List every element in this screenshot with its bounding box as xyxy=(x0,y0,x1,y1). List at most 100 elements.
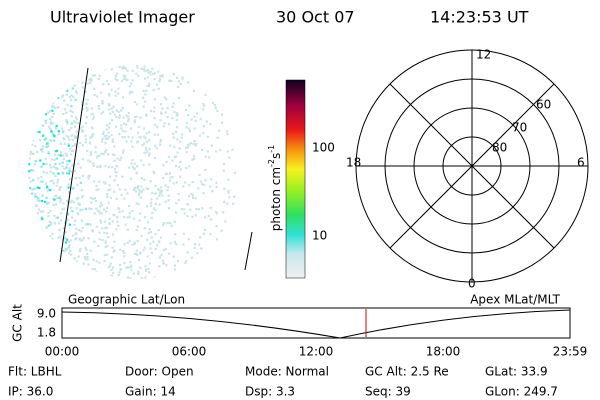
pixel xyxy=(108,108,111,111)
pixel xyxy=(161,107,164,110)
pixel xyxy=(126,241,129,244)
pixel xyxy=(32,111,35,114)
pixel xyxy=(37,199,41,202)
pixel xyxy=(173,220,176,223)
pixel xyxy=(79,166,82,169)
pixel xyxy=(89,160,92,163)
pixel xyxy=(118,133,121,136)
pixel xyxy=(59,142,62,145)
pixel xyxy=(41,145,44,148)
pixel xyxy=(117,207,121,211)
pixel xyxy=(122,149,125,152)
pixel xyxy=(34,100,37,103)
pixel xyxy=(51,237,54,240)
pixel xyxy=(65,120,68,123)
pixel xyxy=(47,111,50,114)
pixel xyxy=(144,100,147,103)
pixel xyxy=(234,68,237,71)
pixel xyxy=(41,147,44,151)
pixel xyxy=(74,177,78,180)
pixel xyxy=(185,126,188,129)
pixel xyxy=(47,257,51,260)
pixel xyxy=(210,144,213,147)
pixel xyxy=(179,160,182,163)
pixel xyxy=(90,79,93,82)
pixel xyxy=(124,188,127,191)
pixel xyxy=(160,189,163,192)
pixel xyxy=(202,132,205,135)
pixel xyxy=(69,148,72,151)
pixel xyxy=(211,101,214,104)
pixel xyxy=(74,233,77,236)
pixel xyxy=(145,89,148,92)
pixel xyxy=(215,185,218,189)
pixel xyxy=(70,153,73,156)
pixel xyxy=(222,80,225,83)
pixel xyxy=(43,80,46,84)
pixel xyxy=(76,198,79,201)
pixel xyxy=(35,92,38,96)
pixel xyxy=(225,130,228,133)
pixel xyxy=(66,256,69,259)
pixel xyxy=(55,124,58,127)
pixel xyxy=(72,200,75,203)
y-axis-label: GC Alt xyxy=(11,304,25,342)
pixel xyxy=(104,137,107,140)
pixel xyxy=(31,135,34,138)
colorbar-tick: 100 xyxy=(312,141,335,155)
pixel xyxy=(47,145,50,148)
pixel xyxy=(49,67,52,70)
pixel xyxy=(129,85,132,88)
pixel xyxy=(46,262,49,265)
pixel xyxy=(33,163,36,166)
pixel xyxy=(32,254,35,257)
pixel xyxy=(42,79,45,82)
pixel xyxy=(89,249,92,252)
pixel xyxy=(87,263,90,266)
pixel xyxy=(75,274,78,277)
title: Ultraviolet Imager xyxy=(50,8,195,27)
pixel xyxy=(187,81,190,84)
pixel xyxy=(122,77,125,80)
pixel xyxy=(117,110,120,113)
pixel xyxy=(66,160,69,163)
pixel xyxy=(154,209,157,212)
pixel xyxy=(30,66,33,69)
pixel xyxy=(153,78,156,81)
pixel xyxy=(171,117,174,120)
pixel xyxy=(81,158,85,161)
pixel xyxy=(232,202,235,205)
pixel xyxy=(109,175,112,178)
pixel xyxy=(135,115,138,118)
pixel xyxy=(30,262,33,266)
pixel xyxy=(204,179,207,182)
pixel xyxy=(148,163,151,166)
pixel xyxy=(40,165,43,168)
pixel xyxy=(57,133,60,136)
pixel xyxy=(106,276,109,279)
pixel xyxy=(97,63,99,65)
pixel xyxy=(105,149,108,152)
pixel xyxy=(52,96,55,99)
pixel xyxy=(96,156,99,159)
pixel xyxy=(123,251,126,254)
pixel xyxy=(62,136,65,140)
pixel xyxy=(37,177,40,180)
pixel xyxy=(77,67,80,71)
pixel xyxy=(104,227,107,230)
pixel xyxy=(74,144,78,147)
pixel xyxy=(62,71,65,74)
pixel xyxy=(131,159,134,162)
pixel xyxy=(188,277,192,279)
pixel xyxy=(143,69,146,72)
pixel xyxy=(152,65,156,67)
pixel xyxy=(53,214,56,217)
pixel xyxy=(55,245,58,248)
pixel xyxy=(127,115,130,118)
unit-exp: -2 xyxy=(267,159,276,167)
pixel xyxy=(163,248,166,252)
pixel xyxy=(121,106,124,110)
pixel xyxy=(142,163,145,166)
pixel xyxy=(58,228,61,231)
pixel xyxy=(86,252,89,255)
